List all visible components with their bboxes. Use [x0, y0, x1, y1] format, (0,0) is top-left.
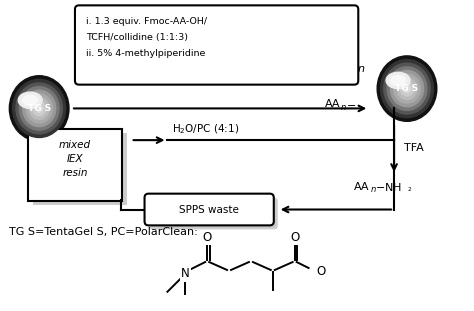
- Text: TG S: TG S: [27, 104, 51, 113]
- Text: AA: AA: [325, 100, 340, 109]
- Text: TFA: TFA: [404, 143, 424, 153]
- Ellipse shape: [16, 83, 63, 134]
- Text: O: O: [202, 231, 212, 244]
- Ellipse shape: [397, 78, 417, 100]
- Text: TG S: TG S: [395, 84, 419, 93]
- Ellipse shape: [377, 56, 437, 121]
- Ellipse shape: [19, 87, 59, 130]
- Ellipse shape: [36, 105, 43, 112]
- Text: $-$NH: $-$NH: [375, 181, 402, 193]
- Text: O: O: [317, 266, 326, 278]
- Text: IEX: IEX: [67, 154, 83, 164]
- Text: AA: AA: [354, 182, 370, 192]
- FancyBboxPatch shape: [28, 129, 122, 201]
- Text: O: O: [290, 231, 299, 244]
- Ellipse shape: [391, 70, 424, 107]
- Ellipse shape: [23, 95, 37, 105]
- Text: $-$: $-$: [346, 100, 356, 109]
- Text: SPPS waste: SPPS waste: [179, 205, 239, 215]
- Ellipse shape: [394, 74, 420, 103]
- Text: TG S=TentaGel S, PC=PolarClean:: TG S=TentaGel S, PC=PolarClean:: [9, 227, 198, 237]
- Ellipse shape: [404, 85, 410, 92]
- Ellipse shape: [33, 101, 46, 116]
- Text: $n$: $n$: [340, 103, 347, 112]
- Ellipse shape: [23, 90, 56, 127]
- Ellipse shape: [13, 79, 66, 137]
- Text: i. 1.3 equiv. Fmoc-AA-OH/: i. 1.3 equiv. Fmoc-AA-OH/: [86, 17, 207, 26]
- Ellipse shape: [9, 76, 69, 141]
- Ellipse shape: [18, 92, 42, 109]
- FancyBboxPatch shape: [148, 197, 278, 229]
- Ellipse shape: [384, 63, 430, 114]
- Text: mixed: mixed: [59, 140, 91, 150]
- Text: $_2$: $_2$: [407, 185, 412, 194]
- Text: N: N: [181, 267, 190, 281]
- FancyBboxPatch shape: [33, 133, 127, 205]
- Ellipse shape: [29, 98, 49, 119]
- Ellipse shape: [381, 59, 434, 118]
- FancyBboxPatch shape: [145, 194, 274, 225]
- Text: resin: resin: [62, 168, 88, 178]
- Text: $n$: $n$: [370, 185, 377, 194]
- Ellipse shape: [401, 81, 414, 96]
- Ellipse shape: [387, 67, 427, 110]
- Text: $n$: $n$: [357, 64, 365, 74]
- Ellipse shape: [26, 94, 53, 123]
- Ellipse shape: [391, 76, 405, 85]
- Text: ii. 5% 4-methylpiperidine: ii. 5% 4-methylpiperidine: [86, 49, 205, 58]
- Text: H$_2$O/PC (4:1): H$_2$O/PC (4:1): [173, 123, 239, 136]
- Ellipse shape: [386, 72, 410, 89]
- FancyBboxPatch shape: [75, 5, 358, 85]
- Text: TCFH/collidine (1:1:3): TCFH/collidine (1:1:3): [86, 33, 188, 42]
